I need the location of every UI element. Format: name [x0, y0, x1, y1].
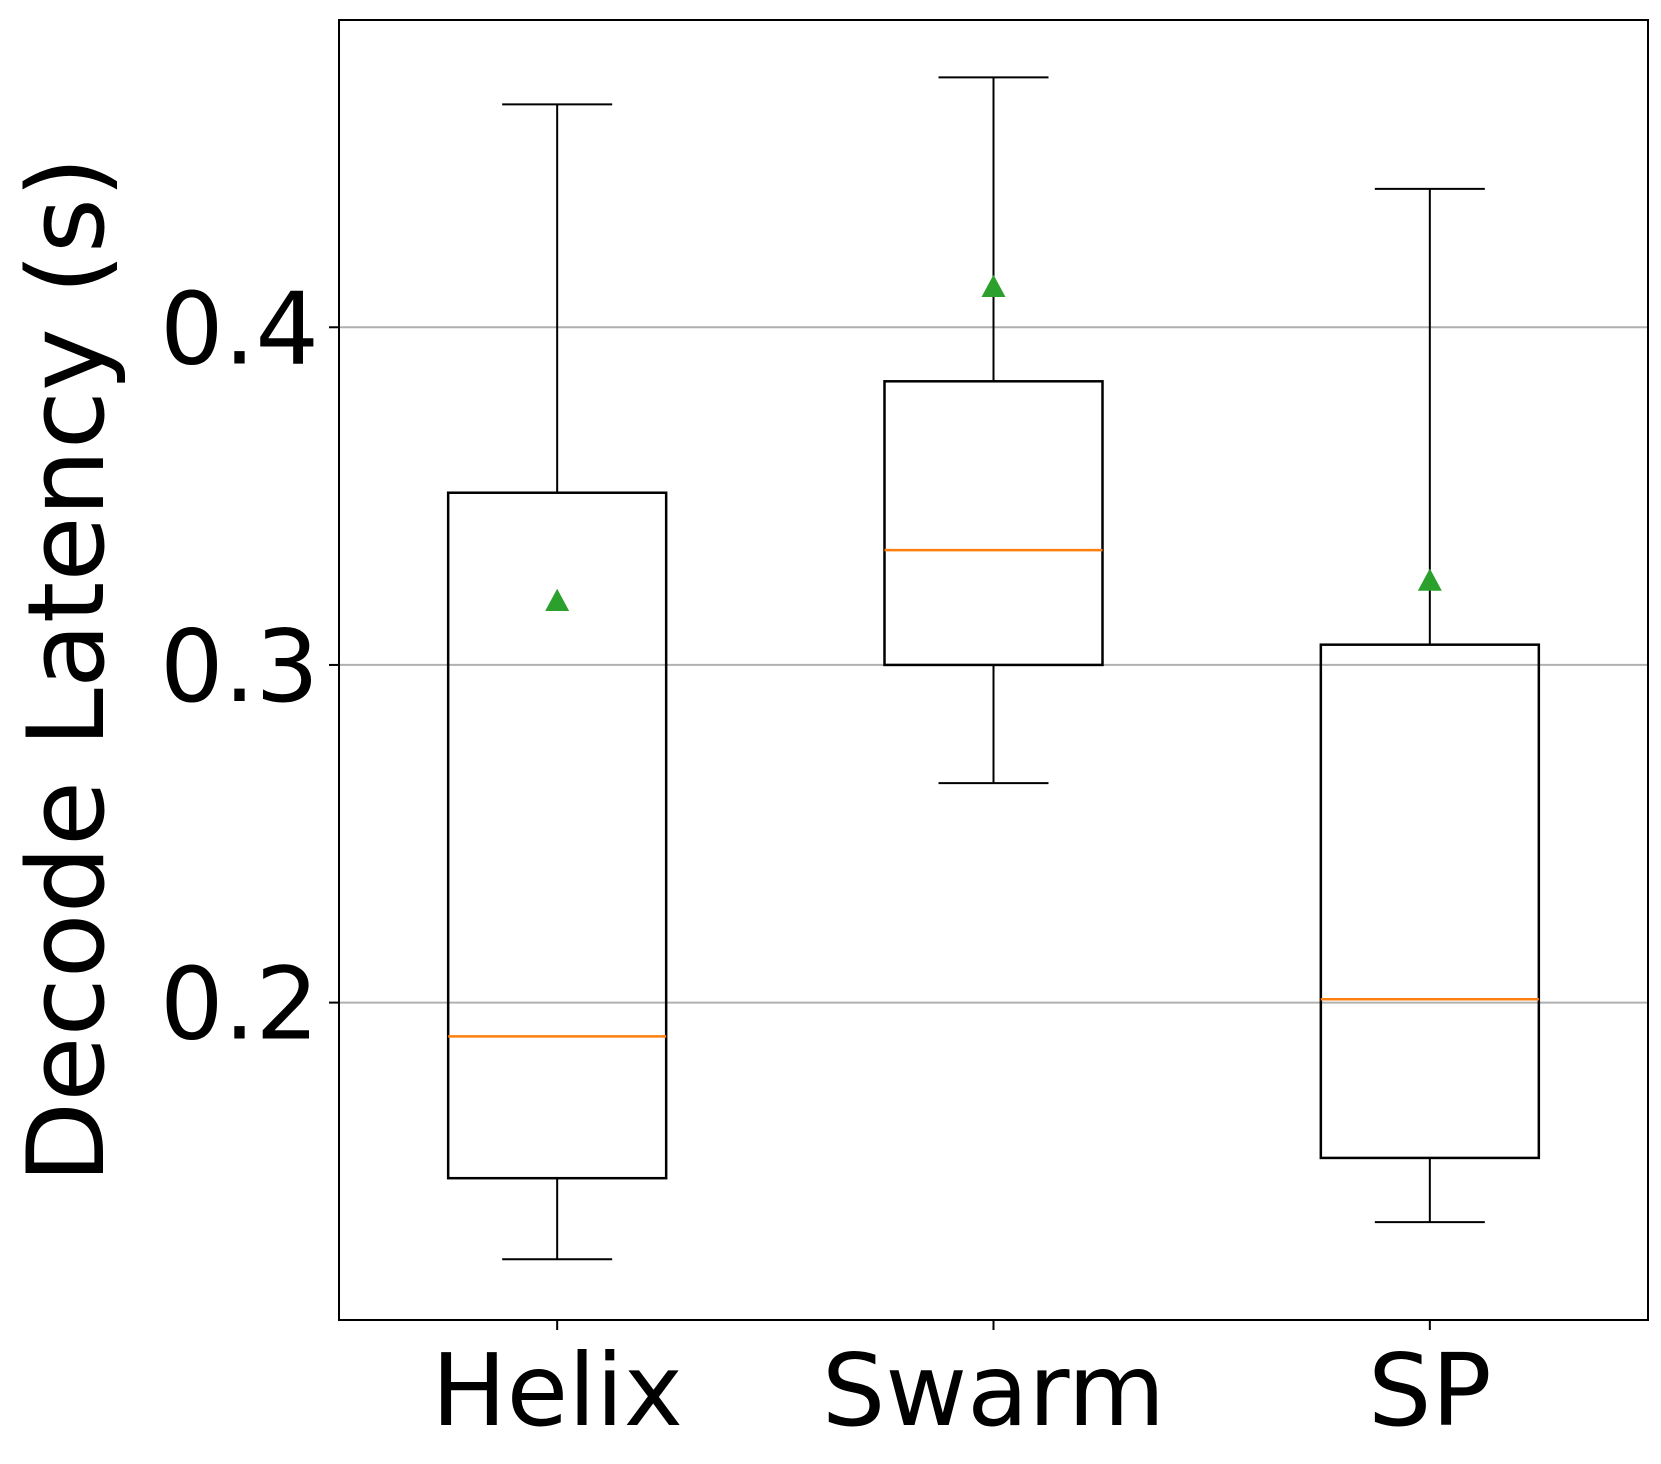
- iqr-box: [1319, 643, 1541, 1160]
- iqr-box: [446, 491, 668, 1180]
- box-group-swarm: [883, 76, 1104, 785]
- x-tick-label: Helix: [431, 1332, 682, 1449]
- mean-marker: [1417, 568, 1442, 591]
- iqr-box: [883, 380, 1104, 667]
- mean-marker: [545, 588, 570, 611]
- x-tick-label: SP: [1368, 1332, 1492, 1449]
- box-group-sp: [1319, 187, 1541, 1224]
- y-axis-ticks: 0.2 0.3 0.4: [160, 270, 339, 1063]
- box-series: [446, 76, 1541, 1261]
- x-tick-label: Swarm: [822, 1332, 1165, 1449]
- y-tick-label: 0.2: [160, 946, 319, 1063]
- x-axis-ticks: Helix Swarm SP: [431, 1320, 1492, 1449]
- box-group-helix: [446, 103, 668, 1261]
- mean-marker: [981, 274, 1006, 297]
- y-axis-title: Decode Latency (s): [5, 157, 128, 1184]
- y-tick-label: 0.3: [160, 608, 319, 725]
- y-tick-label: 0.4: [160, 270, 319, 387]
